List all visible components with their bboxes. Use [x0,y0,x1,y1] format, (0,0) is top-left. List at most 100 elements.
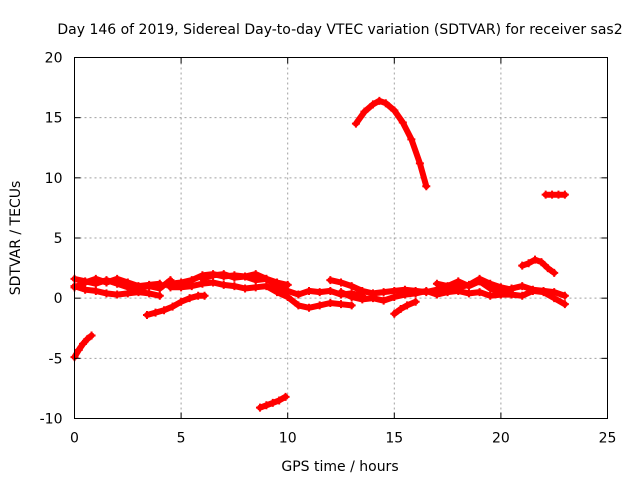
data-point [219,270,228,279]
data-point [305,303,314,312]
data-point [368,100,377,109]
data-point [358,286,367,295]
grid-layer [74,57,608,419]
data-point [315,301,324,310]
x-tick-label: 15 [385,431,403,447]
data-point [390,106,399,115]
data-point [475,288,484,297]
data-point [91,274,100,283]
data-point [539,286,548,295]
data-point [123,289,132,298]
data-point [81,278,90,287]
data-point [454,277,463,286]
data-point [294,301,303,310]
y-tick-label: 0 [54,291,63,307]
data-point [379,288,388,297]
data-point [543,264,552,273]
data-point [151,308,160,317]
data-point [454,286,463,295]
data-point [415,159,424,168]
data-point [360,107,369,116]
data-series-track-09 [255,392,290,412]
data-point [347,292,356,301]
data-point [91,286,100,295]
data-point [268,398,277,407]
data-point [305,286,314,295]
series-trace [338,287,568,308]
data-point [160,306,169,315]
y-tick-label: 10 [45,171,63,187]
y-tick-label: 15 [45,111,63,127]
data-point [337,278,345,287]
data-point [123,278,132,287]
data-point [390,292,399,301]
data-point [241,272,250,281]
data-point [113,274,122,283]
data-point [262,401,271,410]
y-tick-label: 20 [45,51,63,67]
tick-layer: 0 5 10 15 20 25 -10 -5 0 5 10 15 20 [40,51,617,447]
data-point [398,118,407,127]
data-point [283,286,292,295]
data-point [81,285,90,294]
data-point [407,135,416,144]
data-point [166,283,175,292]
data-point [155,282,164,291]
data-series-track-12 [390,297,420,318]
data-point [381,99,390,108]
data-point [464,282,473,291]
series-trace [391,298,419,317]
data-point [518,282,527,291]
data-point [496,288,505,297]
data-point [375,96,384,105]
x-tick-label: 25 [599,431,617,447]
data-point [230,282,239,291]
data-point [464,289,473,298]
series-trace [352,97,430,190]
data-point [550,288,559,297]
data-point [255,403,264,412]
data-point [273,282,282,291]
data-point [432,279,441,288]
data-point [102,278,111,287]
data-point [83,335,92,344]
data-layer [70,96,569,412]
data-point [315,288,324,297]
x-tick-label: 5 [177,431,186,447]
data-point [326,298,335,307]
data-point [87,331,96,340]
data-series-track-16 [541,190,569,199]
data-point [358,295,367,304]
data-point [347,301,356,310]
data-point [560,190,569,199]
data-point [262,274,271,283]
data-point [198,274,207,283]
data-series-track-14 [351,96,431,191]
data-point [219,280,228,289]
data-point [486,291,495,300]
data-point [281,392,290,401]
y-tick-label: -10 [40,412,63,428]
data-point [294,290,303,299]
data-point [262,282,271,291]
data-point [241,284,250,293]
data-point [390,309,399,318]
series-trace [199,271,366,299]
data-point [550,268,559,277]
data-point [337,288,345,297]
data-point [400,290,409,299]
data-point [185,294,194,303]
data-point [422,182,431,191]
data-point [200,291,209,300]
data-point [134,282,143,291]
data-point [142,311,151,320]
data-point [528,285,537,294]
data-point [337,300,345,309]
chart-title: Day 146 of 2019, Sidereal Day-to-day VTE… [57,22,622,38]
data-point [177,283,186,292]
data-point [177,297,186,306]
data-series-track-07 [166,278,356,312]
data-point [113,290,122,299]
data-point [524,259,533,268]
